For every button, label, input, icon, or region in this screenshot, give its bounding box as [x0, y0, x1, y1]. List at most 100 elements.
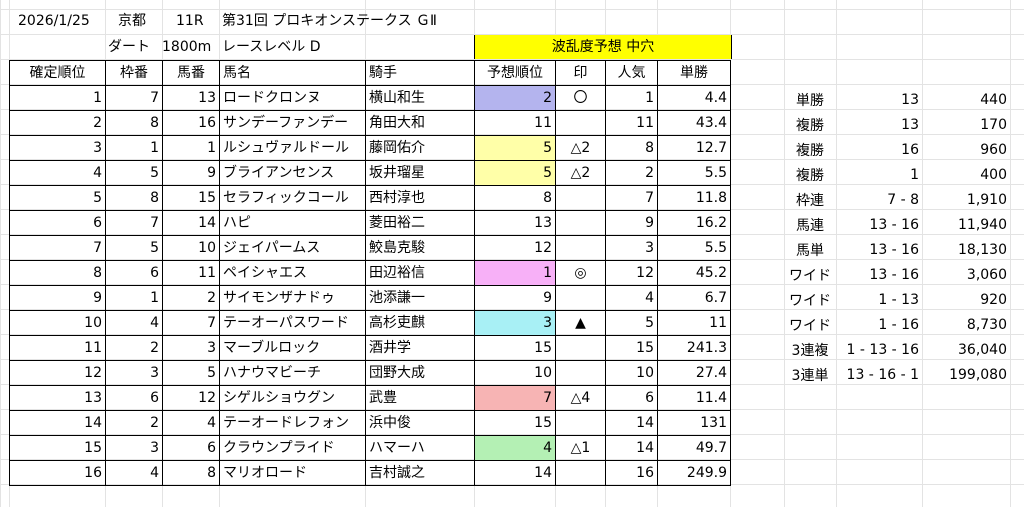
cell-mark[interactable]: [555, 210, 606, 236]
cell-uma[interactable]: 8: [162, 460, 220, 486]
cell-popularity[interactable]: 3: [605, 235, 658, 261]
payout-combination[interactable]: 13 - 16: [869, 266, 919, 283]
cell-jockey[interactable]: 鮫島克駿: [365, 235, 475, 261]
cell-waku[interactable]: 4: [105, 310, 163, 336]
cell-popularity[interactable]: 9: [605, 210, 658, 236]
cell-win-odds[interactable]: 43.4: [657, 110, 731, 136]
payout-amount[interactable]: 11,940: [958, 216, 1007, 233]
cell-predicted-rank[interactable]: 2: [474, 85, 556, 111]
cell-uma[interactable]: 15: [162, 185, 220, 211]
cell-predicted-rank[interactable]: 9: [474, 285, 556, 311]
cell-predicted-rank[interactable]: 7: [474, 385, 556, 411]
cell-horse-name[interactable]: ハピ: [219, 210, 366, 236]
payout-amount[interactable]: 3,060: [966, 266, 1007, 283]
cell-horse-name[interactable]: テーオードレフォン: [219, 410, 366, 436]
cell-waku[interactable]: 2: [105, 335, 163, 361]
cell-win-odds[interactable]: 11.4: [657, 385, 731, 411]
payout-amount[interactable]: 36,040: [958, 341, 1007, 358]
cell-popularity[interactable]: 8: [605, 135, 658, 161]
cell-final-rank[interactable]: 1: [9, 85, 106, 111]
cell-horse-name[interactable]: ルシュヴァルドール: [219, 135, 366, 161]
payout-type[interactable]: ワイド: [789, 292, 831, 309]
cell-popularity[interactable]: 4: [605, 285, 658, 311]
cell-predicted-rank[interactable]: 5: [474, 135, 556, 161]
cell-uma[interactable]: 3: [162, 335, 220, 361]
payout-type[interactable]: 馬連: [796, 217, 824, 234]
cell-jockey[interactable]: 酒井学: [365, 335, 475, 361]
cell-jockey[interactable]: 吉村誠之: [365, 460, 475, 486]
cell-jockey[interactable]: ハマーハ: [365, 435, 475, 461]
cell-waku[interactable]: 3: [105, 360, 163, 386]
cell-predicted-rank[interactable]: 14: [474, 460, 556, 486]
cell-mark[interactable]: [555, 110, 606, 136]
cell-waku[interactable]: 8: [105, 185, 163, 211]
payout-combination[interactable]: 7 - 8: [887, 191, 919, 208]
cell-waku[interactable]: 6: [105, 385, 163, 411]
cell-final-rank[interactable]: 3: [9, 135, 106, 161]
race-surface[interactable]: ダート: [108, 39, 150, 55]
payout-type[interactable]: 3連複: [791, 342, 829, 359]
cell-jockey[interactable]: 高杉吏麒: [365, 310, 475, 336]
cell-jockey[interactable]: 坂井瑠星: [365, 160, 475, 186]
cell-uma[interactable]: 5: [162, 360, 220, 386]
payout-amount[interactable]: 920: [980, 291, 1007, 308]
cell-waku[interactable]: 8: [105, 110, 163, 136]
cell-uma[interactable]: 14: [162, 210, 220, 236]
cell-horse-name[interactable]: ペイシャエス: [219, 260, 366, 286]
cell-jockey[interactable]: 武豊: [365, 385, 475, 411]
cell-uma[interactable]: 16: [162, 110, 220, 136]
cell-waku[interactable]: 7: [105, 210, 163, 236]
cell-predicted-rank[interactable]: 8: [474, 185, 556, 211]
payout-type[interactable]: 3連単: [791, 367, 829, 384]
cell-win-odds[interactable]: 6.7: [657, 285, 731, 311]
cell-final-rank[interactable]: 4: [9, 160, 106, 186]
cell-horse-name[interactable]: セラフィックコール: [219, 185, 366, 211]
cell-popularity[interactable]: 6: [605, 385, 658, 411]
cell-uma[interactable]: 6: [162, 435, 220, 461]
cell-popularity[interactable]: 2: [605, 160, 658, 186]
payout-amount[interactable]: 400: [980, 166, 1007, 183]
payout-type[interactable]: 馬単: [796, 242, 824, 259]
cell-win-odds[interactable]: 241.3: [657, 335, 731, 361]
cell-horse-name[interactable]: サイモンザナドゥ: [219, 285, 366, 311]
cell-waku[interactable]: 3: [105, 435, 163, 461]
cell-final-rank[interactable]: 13: [9, 385, 106, 411]
cell-mark[interactable]: [555, 460, 606, 486]
cell-jockey[interactable]: 藤岡佑介: [365, 135, 475, 161]
cell-predicted-rank[interactable]: 15: [474, 335, 556, 361]
cell-final-rank[interactable]: 6: [9, 210, 106, 236]
cell-horse-name[interactable]: マリオロード: [219, 460, 366, 486]
col-header-horse-name[interactable]: 馬名: [219, 60, 366, 86]
col-header-mark[interactable]: 印: [555, 60, 606, 86]
cell-jockey[interactable]: 田辺裕信: [365, 260, 475, 286]
volatility-banner[interactable]: 波乱度予想 中穴: [474, 35, 732, 59]
payout-amount[interactable]: 8,730: [966, 316, 1007, 333]
cell-horse-name[interactable]: シゲルショウグン: [219, 385, 366, 411]
cell-uma[interactable]: 9: [162, 160, 220, 186]
race-level[interactable]: レースレベル D: [222, 39, 321, 55]
cell-popularity[interactable]: 11: [605, 110, 658, 136]
payout-amount[interactable]: 440: [980, 91, 1007, 108]
cell-final-rank[interactable]: 15: [9, 435, 106, 461]
cell-horse-name[interactable]: ロードクロンヌ: [219, 85, 366, 111]
cell-win-odds[interactable]: 4.4: [657, 85, 731, 111]
cell-mark[interactable]: [555, 235, 606, 261]
cell-final-rank[interactable]: 7: [9, 235, 106, 261]
payout-amount[interactable]: 199,080: [949, 366, 1007, 383]
cell-mark[interactable]: [555, 285, 606, 311]
cell-uma[interactable]: 10: [162, 235, 220, 261]
cell-jockey[interactable]: 菱田裕二: [365, 210, 475, 236]
col-header-rank[interactable]: 確定順位: [9, 60, 106, 86]
payout-type[interactable]: 単勝: [796, 92, 824, 109]
payout-combination[interactable]: 13 - 16 - 1: [846, 366, 919, 383]
cell-win-odds[interactable]: 27.4: [657, 360, 731, 386]
cell-horse-name[interactable]: テーオーパスワード: [219, 310, 366, 336]
cell-win-odds[interactable]: 11.8: [657, 185, 731, 211]
payout-amount[interactable]: 170: [980, 116, 1007, 133]
payout-combination[interactable]: 16: [901, 141, 919, 158]
cell-final-rank[interactable]: 8: [9, 260, 106, 286]
cell-win-odds[interactable]: 131: [657, 410, 731, 436]
cell-jockey[interactable]: 団野大成: [365, 360, 475, 386]
cell-predicted-rank[interactable]: 15: [474, 410, 556, 436]
col-header-predicted-rank[interactable]: 予想順位: [474, 60, 556, 86]
